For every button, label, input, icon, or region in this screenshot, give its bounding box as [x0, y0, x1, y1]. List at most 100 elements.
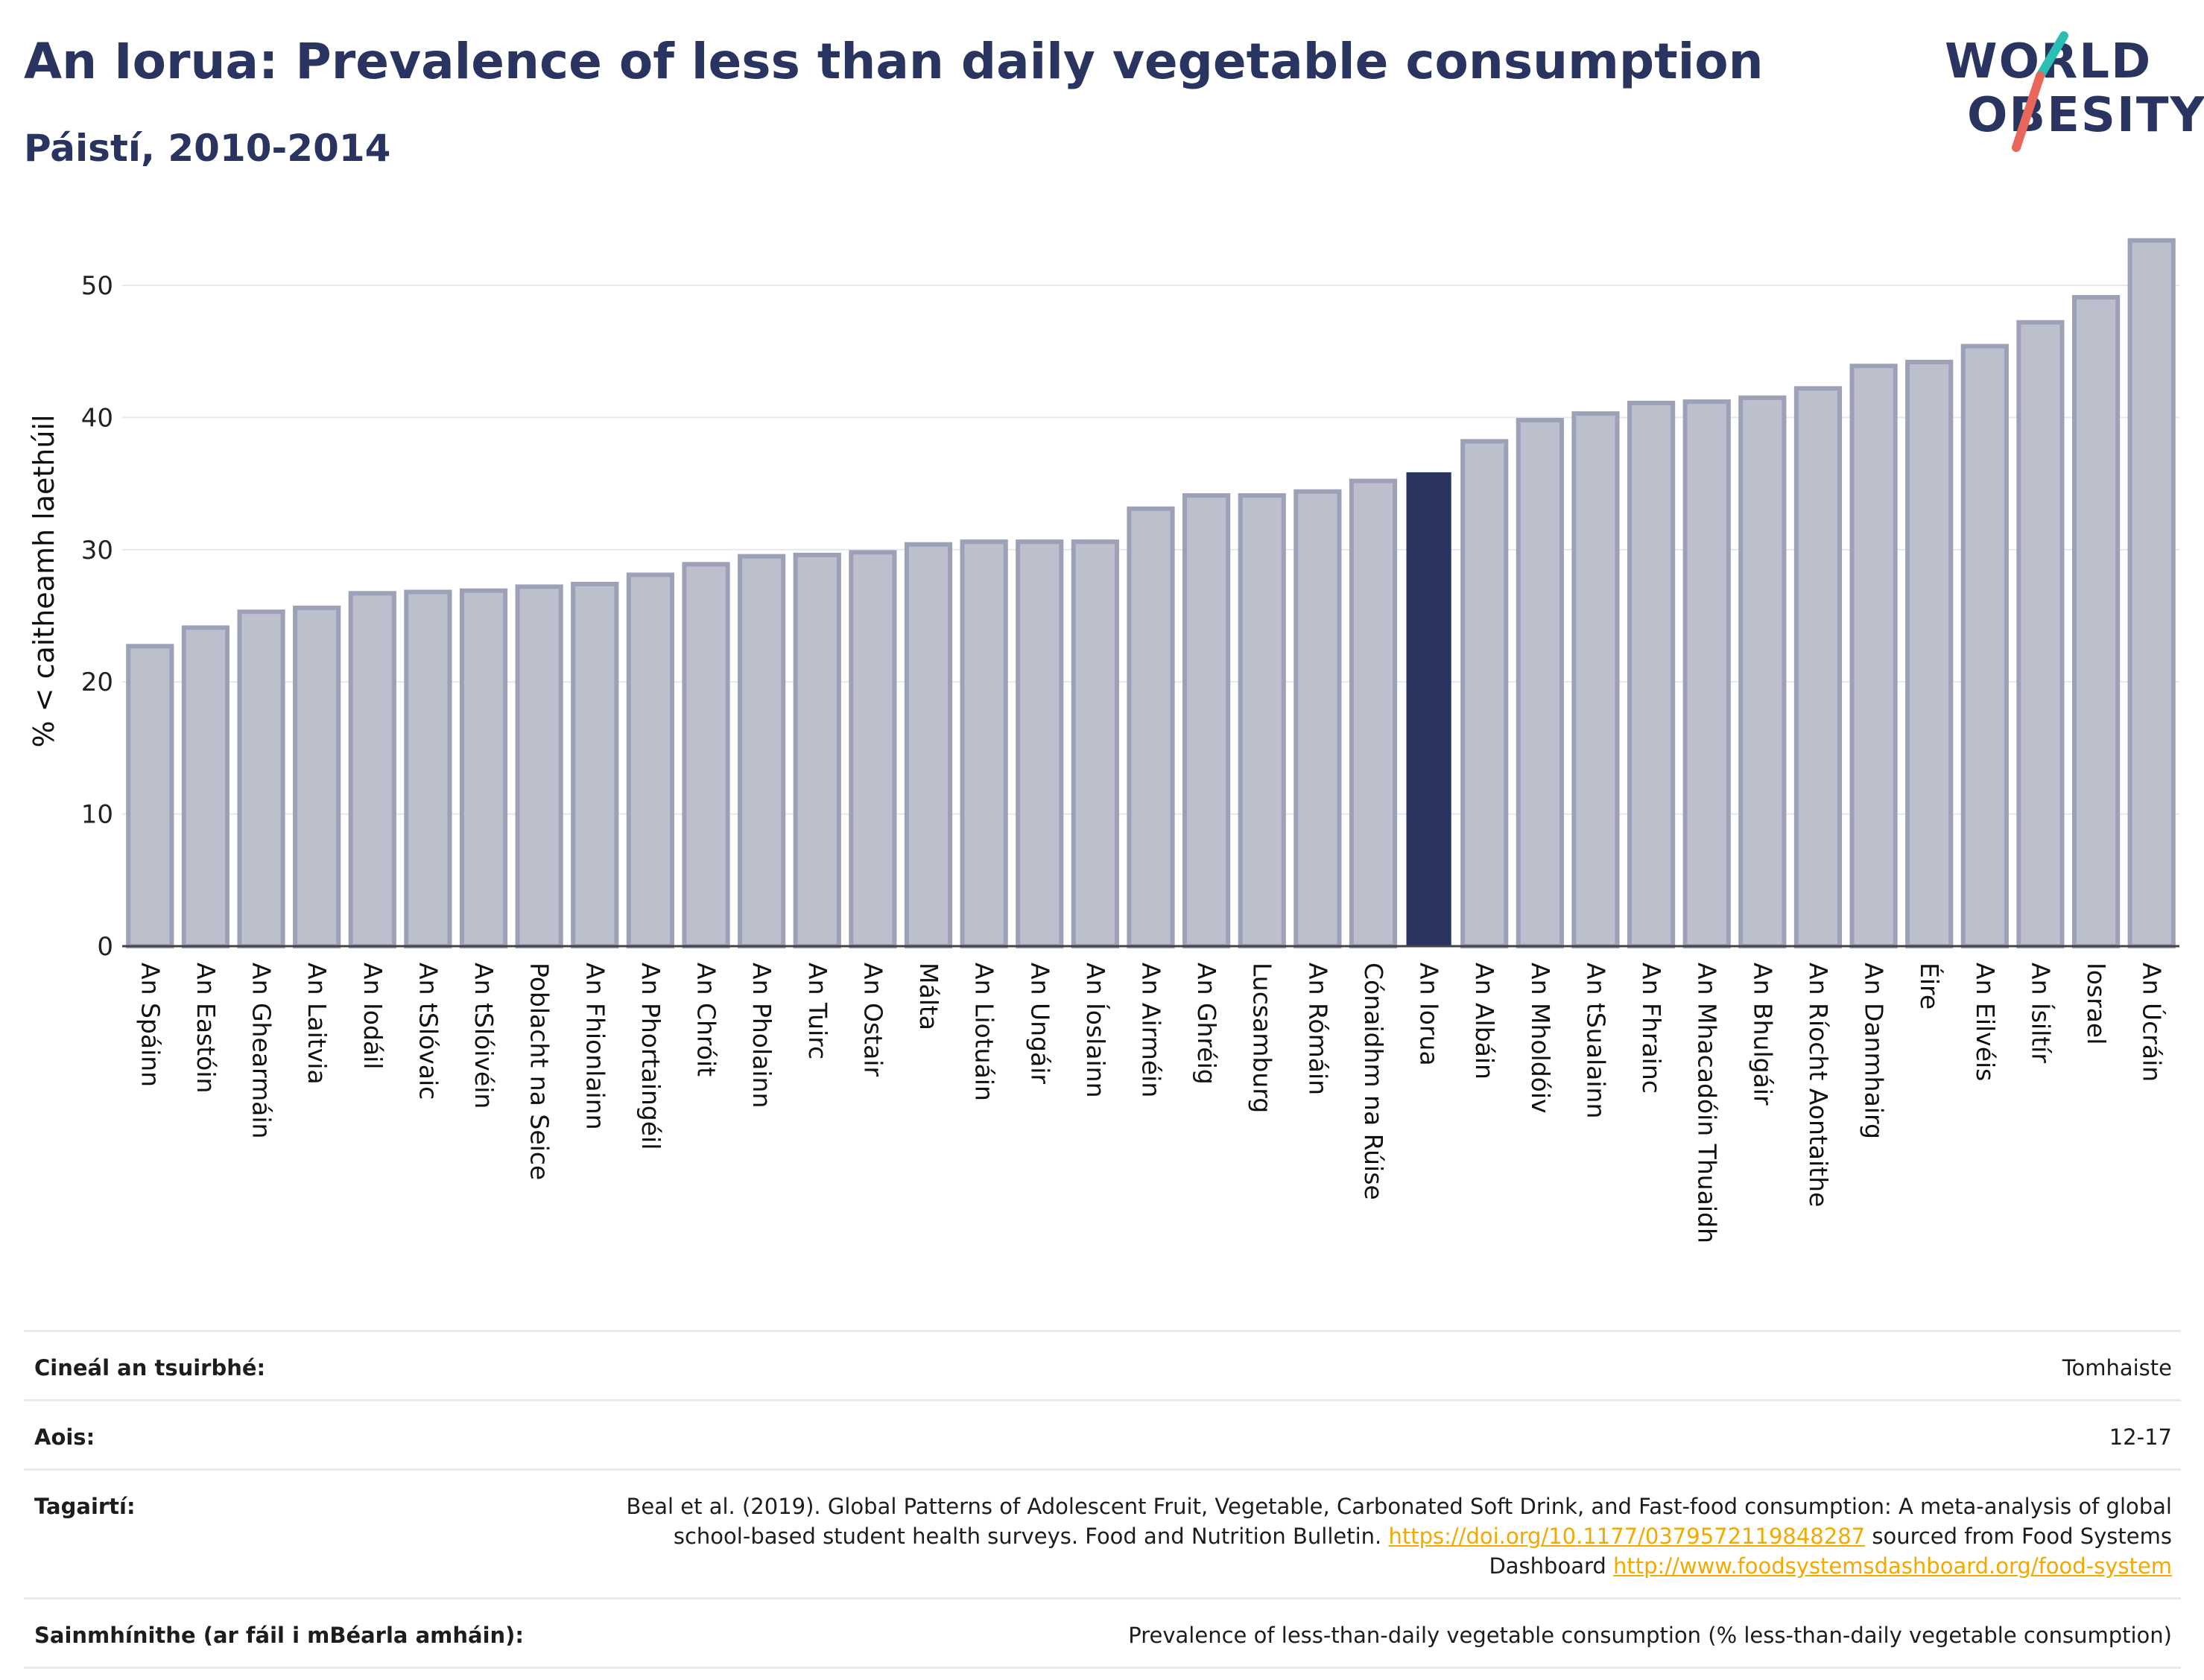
bar: [348, 591, 396, 948]
meta-row-references: Tagairtí: Beal et al. (2019). Global Pat…: [24, 1468, 2181, 1599]
bar: [1016, 539, 1064, 948]
bar: [2071, 294, 2121, 948]
x-tick-label: An Ghréig: [1192, 963, 1221, 1085]
page-title: An Iorua: Prevalence of less than daily …: [24, 33, 1764, 90]
bar: [237, 609, 285, 948]
x-tick-label: An Iodáil: [358, 963, 387, 1069]
y-axis-label: % < caitheamh laethúil: [28, 414, 60, 747]
bar: [1738, 395, 1787, 948]
x-tick-label: An tSlóivéin: [469, 963, 498, 1109]
x-tick-label: An tSlóvaic: [414, 963, 443, 1100]
x-tick-label: An Rómáin: [1303, 963, 1332, 1095]
x-tick-label: An Albáin: [1470, 963, 1499, 1080]
survey-type-label: Cineál an tsuirbhé:: [24, 1330, 609, 1401]
references-label: Tagairtí:: [24, 1468, 609, 1599]
bar: [960, 539, 1008, 948]
y-tick-label: 10: [81, 800, 113, 830]
bar: [2016, 320, 2065, 948]
bar: [1905, 359, 1954, 948]
bar: [1406, 472, 1451, 947]
bar: [1571, 411, 1620, 948]
bar: [626, 572, 675, 948]
references-value: Beal et al. (2019). Global Patterns of A…: [609, 1468, 2181, 1599]
x-tick-label: An Liotuáin: [970, 963, 999, 1101]
x-tick-label: An Phortaingéil: [636, 963, 665, 1150]
x-tick-label: An Íoslainn: [1081, 963, 1111, 1097]
bar: [181, 625, 230, 948]
x-tick-label: Málta: [914, 963, 943, 1030]
x-tick-label: Lucsamburg: [1248, 963, 1277, 1113]
meta-row-survey-type: Cineál an tsuirbhé: Tomhaiste: [24, 1330, 2181, 1401]
x-tick-label: An tSualainn: [1581, 963, 1610, 1118]
meta-row-age: Aois: 12-17: [24, 1399, 2181, 1470]
x-tick-label: An Mholdóiv: [1526, 963, 1555, 1114]
x-tick-label: An Spáinn: [136, 963, 165, 1087]
x-tick-label: An Airméin: [1137, 963, 1166, 1097]
bar: [404, 589, 452, 948]
bar: [1849, 364, 1898, 948]
x-tick-label: Iosrael: [2082, 963, 2111, 1045]
x-tick-label: An Fhrainc: [1637, 963, 1666, 1094]
bar: [793, 552, 841, 948]
logo-word-obesity: OBESITY: [1967, 88, 2204, 143]
bar: [1293, 489, 1342, 948]
x-tick-label: An Fhionlainn: [580, 963, 609, 1130]
food-systems-link[interactable]: http://www.foodsystemsdashboard.org/food…: [1613, 1553, 2172, 1579]
bar: [1516, 417, 1564, 948]
definitions-value: Prevalence of less-than-daily vegetable …: [609, 1597, 2181, 1669]
x-tick-label: An Ostair: [858, 963, 887, 1077]
y-tick-label: 30: [81, 536, 113, 565]
x-tick-label: An Mhacadóin Thuaidh: [1693, 963, 1722, 1243]
y-tick-label: 0: [97, 932, 113, 962]
x-tick-label: An Laitvia: [303, 963, 332, 1085]
x-tick-label: An Pholainn: [747, 963, 776, 1108]
meta-row-definitions: Sainmhínithe (ar fáil i mBéarla amháin):…: [24, 1597, 2181, 1669]
age-value: 12-17: [609, 1399, 2181, 1470]
x-tick-label: Éire: [1915, 963, 1945, 1009]
bar: [515, 584, 563, 948]
bar: [1960, 343, 2009, 948]
world-obesity-logo[interactable]: WORLD OBESITY: [1945, 30, 2204, 156]
x-axis-labels: An Spáinn An Eastóin An Ghearmáin An Laitvi…: [136, 963, 2167, 1243]
bar: [1071, 539, 1119, 948]
x-tick-label: An Eastóin: [191, 963, 221, 1093]
x-tick-label: An Tuirc: [803, 963, 832, 1059]
age-label: Aois:: [24, 1399, 609, 1470]
y-tick-label: 50: [81, 271, 113, 301]
bar: [1238, 493, 1286, 948]
x-tick-label: An Eilvéis: [1971, 963, 2000, 1081]
bar: [1349, 478, 1398, 948]
doi-link[interactable]: https://doi.org/10.1177/0379572119848287: [1388, 1524, 1866, 1549]
survey-type-value: Tomhaiste: [609, 1330, 2181, 1401]
bar: [1682, 399, 1731, 948]
bar: [1793, 386, 1843, 948]
definitions-label: Sainmhínithe (ar fáil i mBéarla amháin):: [24, 1597, 609, 1669]
metadata-table: Cineál an tsuirbhé: Tomhaiste Aois: 12-1…: [24, 1330, 2181, 1669]
x-tick-label: An Iorua: [1415, 963, 1444, 1066]
x-tick-label: An Danmhairg: [1860, 963, 1889, 1139]
bar: [571, 581, 619, 948]
bar: [126, 644, 174, 948]
y-axis-ticks: 0 10 20 30 40 50: [81, 271, 113, 962]
page-subtitle: Páistí, 2010-2014: [24, 127, 391, 170]
x-tick-label: An Ghearmáin: [247, 963, 276, 1138]
y-tick-label: 40: [81, 403, 113, 433]
references-source-text: sourced from Food Systems Dashboard: [1489, 1524, 2172, 1579]
x-tick-label: An Bhulgáir: [1748, 963, 1777, 1106]
bar: [1182, 493, 1231, 948]
bars: [126, 238, 2176, 949]
bar: [849, 550, 897, 948]
x-tick-label: Cónaidhm na Rúise: [1359, 963, 1388, 1200]
bar: [682, 562, 730, 948]
bar: [1127, 506, 1175, 948]
logo-slash-icon: [2012, 31, 2068, 152]
x-tick-label: An Ríocht Aontaithe: [1804, 963, 1833, 1207]
x-tick-label: An Ísiltír: [2026, 963, 2056, 1063]
x-tick-label: An Ungáir: [1025, 963, 1054, 1084]
bar: [904, 542, 953, 948]
bar: [738, 554, 786, 948]
x-tick-label: Poblacht na Seice: [525, 963, 554, 1180]
bar: [2127, 238, 2176, 948]
references-text: Beal et al. (2019). Global Patterns of A…: [626, 1494, 2172, 1549]
bar: [1627, 400, 1676, 948]
